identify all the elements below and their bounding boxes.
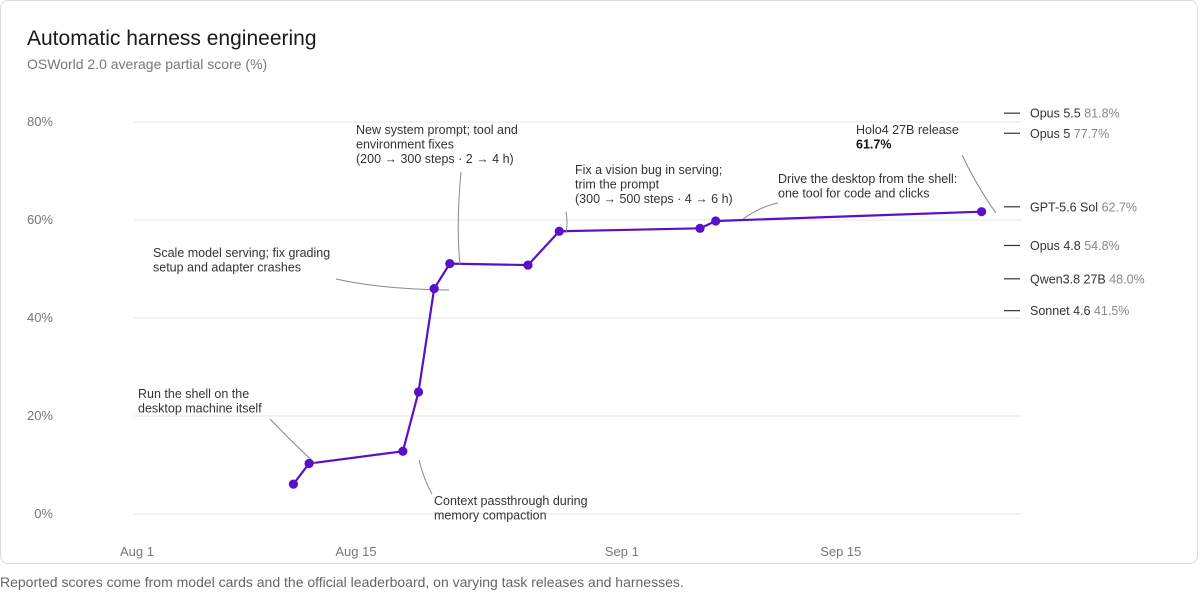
reference-label: Sonnet 4.6 41.5% [1030, 304, 1129, 318]
data-point [554, 226, 564, 236]
annotation-text: Scale model serving; fix grading [153, 246, 330, 260]
reference-label: GPT-5.6 Sol 62.7% [1030, 200, 1137, 214]
data-point [429, 284, 439, 294]
annotation-text: (200 → 300 steps · 2 → 4 h) [356, 152, 514, 166]
annotation-text: (300 → 500 steps · 4 → 6 h) [575, 192, 733, 206]
data-point [711, 216, 721, 226]
reference-label: Qwen3.8 27B 48.0% [1030, 272, 1145, 286]
y-tick-label: 80% [27, 114, 53, 129]
chart-title: Automatic harness engineering [27, 27, 317, 50]
annotation-text: setup and adapter crashes [153, 261, 301, 275]
annotation-text: desktop machine itself [138, 402, 262, 416]
y-tick-label: 0% [34, 506, 53, 521]
annotation-text: New system prompt; tool and [356, 123, 518, 137]
reference-label: Opus 5.5 81.8% [1030, 107, 1120, 121]
annotation-leader [742, 202, 779, 220]
data-point [445, 259, 455, 269]
annotation-leader [961, 154, 997, 214]
annotation-text: trim the prompt [575, 178, 660, 192]
annotation-text: Run the shell on the [138, 387, 249, 401]
chart-subtitle: OSWorld 2.0 average partial score (%) [27, 56, 268, 72]
annotation-leader [269, 418, 317, 465]
data-point [413, 387, 424, 397]
y-tick-label: 60% [27, 212, 53, 227]
annotation-leader [565, 211, 568, 234]
x-tick-label: Sep 1 [605, 544, 639, 559]
x-tick-label: Aug 1 [120, 544, 154, 559]
annotation-text: environment fixes [356, 138, 454, 152]
annotation-leader [457, 171, 462, 266]
line-chart: 0% 20% 40% 60% 80% Aug 1 Aug 15 Sep 1 Sep 15 Run … [27, 107, 1145, 559]
data-point [976, 207, 987, 217]
data-point [304, 458, 314, 469]
x-tick-label: Aug 15 [335, 544, 376, 559]
reference-label: Opus 5 77.7% [1030, 127, 1109, 141]
annotation-text: Holo4 27B release [856, 123, 959, 137]
y-tick-label: 20% [27, 408, 53, 423]
chart-footnote: Reported scores come from model cards an… [0, 574, 684, 590]
annotation-value: 61.7% [856, 138, 891, 152]
annotation-leader [418, 459, 433, 495]
y-tick-label: 40% [27, 310, 53, 325]
chart-card [0, 0, 1198, 564]
data-point [288, 479, 298, 489]
data-point [398, 446, 408, 456]
series-line [292, 210, 982, 485]
annotation-text: Context passthrough during [434, 494, 588, 508]
data-point [695, 223, 705, 233]
data-point [523, 260, 533, 270]
annotation-text: memory compaction [434, 509, 547, 523]
x-tick-label: Sep 15 [820, 544, 861, 559]
annotation-text: one tool for code and clicks [778, 187, 929, 201]
annotation-text: Fix a vision bug in serving; [575, 163, 722, 177]
reference-label: Opus 4.8 54.8% [1030, 239, 1120, 253]
annotation-text: Drive the desktop from the shell: [778, 172, 957, 186]
